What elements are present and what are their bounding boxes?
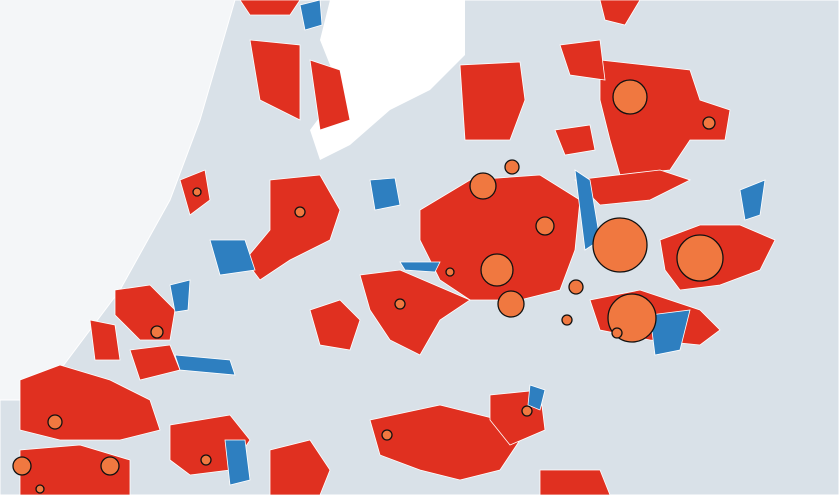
region-red — [244, 174, 341, 281]
region-blue — [739, 179, 766, 221]
region-red — [249, 39, 301, 121]
region-red — [239, 0, 301, 16]
region-blue — [169, 279, 191, 313]
region-red — [269, 439, 331, 495]
region-blue — [209, 239, 256, 276]
bubble — [676, 234, 724, 282]
bubble — [12, 456, 32, 476]
region-blue — [174, 354, 236, 376]
bubble — [480, 253, 514, 287]
bubbles — [12, 79, 724, 494]
region-red — [309, 299, 361, 351]
bubble — [150, 325, 164, 339]
region-red — [89, 319, 121, 361]
bubble — [521, 405, 533, 417]
region-red — [599, 0, 641, 26]
region-red — [369, 404, 521, 481]
bubble — [381, 429, 393, 441]
bubble — [35, 484, 45, 494]
region-red — [559, 39, 606, 81]
bubble — [535, 216, 555, 236]
region-red — [359, 269, 471, 356]
bubble — [469, 172, 497, 200]
region-blue — [399, 261, 441, 273]
region-red — [19, 444, 131, 495]
region-blue — [299, 0, 323, 31]
bubble — [702, 116, 716, 130]
bubble — [592, 217, 648, 273]
region-red — [459, 61, 526, 141]
region-blue — [369, 177, 401, 211]
region-red — [574, 169, 692, 206]
region-blue — [649, 309, 691, 356]
bubble — [497, 290, 525, 318]
bubble — [568, 279, 584, 295]
bubble — [47, 414, 63, 430]
bubble — [504, 159, 520, 175]
region-blue — [224, 439, 251, 486]
bubble — [200, 454, 212, 466]
bubble — [611, 327, 623, 339]
bubble — [561, 314, 573, 326]
bubble — [294, 206, 306, 218]
region-blue — [527, 384, 546, 411]
bubble — [445, 267, 455, 277]
region-red — [539, 469, 611, 495]
bubble — [612, 79, 648, 115]
region-red — [554, 124, 596, 156]
bubble — [192, 187, 202, 197]
bubble — [394, 298, 406, 310]
region-red — [309, 59, 351, 131]
bubble — [100, 456, 120, 476]
